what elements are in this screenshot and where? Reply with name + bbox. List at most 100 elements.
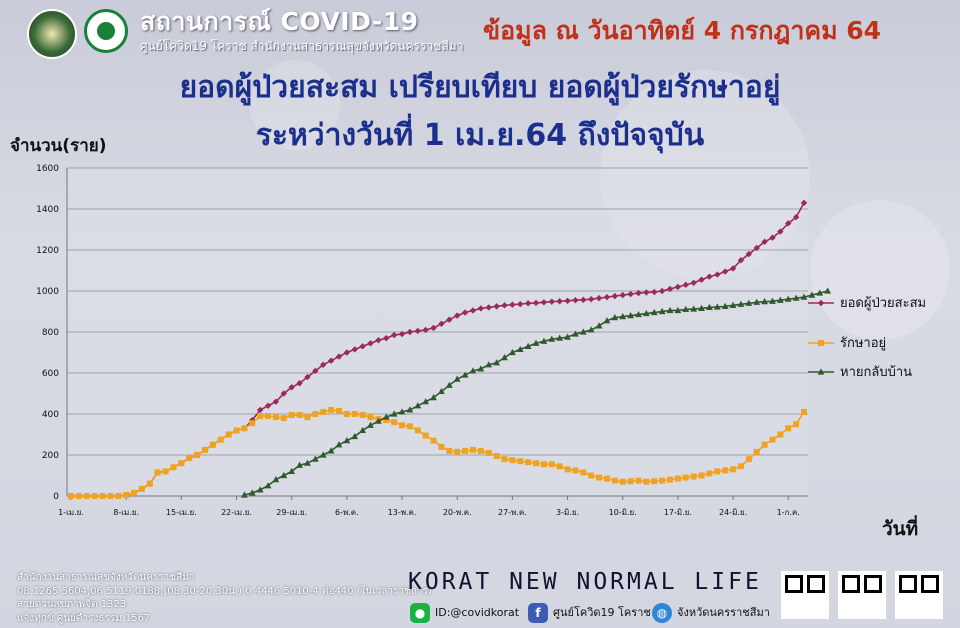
data-point: [351, 346, 358, 353]
data-point: [533, 460, 540, 467]
website-contact[interactable]: ◍ จังหวัดนครราชสีมา: [652, 603, 770, 623]
data-point: [690, 305, 698, 312]
data-point: [508, 348, 516, 356]
x-tick-label: 27-พ.ค.: [498, 508, 527, 517]
data-point: [769, 234, 776, 241]
chart-subtitle: ระหว่างวันที่ 1 เม.ย.64 ถึงปัจจุบัน: [255, 118, 705, 153]
data-point: [753, 448, 760, 455]
data-point: [587, 326, 595, 333]
data-point: [390, 410, 398, 417]
data-point: [351, 411, 358, 417]
data-point: [414, 402, 422, 409]
data-point: [667, 476, 674, 483]
data-point: [390, 331, 398, 339]
data-point: [343, 437, 351, 444]
data-point: [777, 431, 784, 438]
data-point: [722, 467, 729, 474]
province-seal-logo: [27, 9, 77, 59]
data-point: [367, 414, 374, 421]
y-tick-label: 800: [42, 328, 59, 338]
legend-label: ยอดผู้ป่วยสะสม: [840, 296, 926, 311]
data-point: [611, 477, 618, 484]
data-point: [564, 466, 571, 473]
data-point: [272, 398, 280, 405]
data-point: [469, 446, 476, 453]
data-point: [383, 334, 390, 342]
y-tick-label: 0: [53, 492, 59, 502]
data-point: [154, 469, 161, 476]
data-point: [627, 478, 634, 485]
x-tick-label: 17-มิ.ย.: [664, 508, 692, 517]
footer-hotline: สายด่วนสุขภาพจิต 1323: [17, 599, 127, 610]
data-point: [666, 285, 674, 293]
data-point: [793, 421, 800, 428]
legend-label: หายกลับบ้าน: [840, 365, 912, 380]
qr-code[interactable]: [838, 571, 886, 619]
data-point: [540, 299, 548, 306]
x-tick-label: 20-พ.ค.: [443, 508, 472, 517]
data-point: [792, 214, 800, 221]
data-point: [509, 457, 516, 464]
data-point: [320, 361, 327, 368]
data-point: [383, 417, 390, 424]
y-tick-label: 1400: [36, 205, 59, 215]
data-point: [517, 300, 524, 308]
data-point: [730, 466, 737, 473]
data-point: [540, 337, 548, 344]
data-point: [596, 474, 603, 481]
data-point: [280, 415, 287, 422]
data-point: [249, 416, 256, 424]
y-tick-label: 600: [42, 369, 59, 379]
y-tick-label: 1000: [36, 287, 59, 297]
footer-phones: 08 1265 5604,06 5119 0188,(08.30-20.30น.…: [17, 585, 432, 597]
data-point: [422, 398, 430, 405]
data-point: [445, 381, 453, 388]
qr-code[interactable]: [895, 571, 943, 619]
data-point: [367, 421, 374, 428]
data-point: [209, 441, 216, 448]
data-point: [784, 295, 792, 302]
data-point: [414, 327, 421, 335]
data-point: [737, 463, 744, 470]
data-point: [548, 461, 555, 468]
data-point: [233, 427, 240, 434]
data-point: [201, 446, 208, 453]
data-point: [666, 306, 674, 314]
data-point: [186, 455, 193, 462]
data-point: [83, 493, 90, 499]
data-point: [296, 412, 303, 419]
data-point: [264, 482, 272, 489]
data-point: [406, 423, 413, 430]
data-point: [627, 312, 635, 319]
qr-code[interactable]: [781, 571, 829, 619]
data-point: [462, 447, 469, 454]
data-point: [706, 303, 713, 310]
data-point: [461, 309, 469, 316]
data-point: [446, 316, 453, 323]
data-point: [477, 305, 485, 312]
data-point: [706, 273, 713, 280]
data-point: [469, 367, 477, 374]
data-point: [288, 467, 296, 474]
data-point: [659, 477, 666, 484]
data-point: [658, 287, 666, 295]
data-point: [335, 407, 342, 414]
data-point: [635, 477, 642, 484]
data-point: [312, 411, 319, 417]
data-point: [265, 413, 272, 420]
data-point: [721, 268, 729, 275]
data-point: [564, 297, 571, 305]
data-point: [603, 317, 611, 324]
line-contact[interactable]: ● ID:@covidkorat: [410, 603, 519, 623]
data-point: [785, 220, 792, 227]
data-point: [745, 250, 753, 258]
data-point: [75, 493, 82, 499]
data-point: [131, 489, 138, 496]
data-point: [430, 437, 437, 444]
data-point: [335, 353, 343, 360]
data-point: [817, 299, 825, 307]
virus-watermark: [250, 60, 340, 150]
data-point: [438, 443, 445, 450]
facebook-contact[interactable]: f ศูนย์โควิด19 โคราช: [528, 603, 651, 623]
data-point: [737, 257, 745, 264]
